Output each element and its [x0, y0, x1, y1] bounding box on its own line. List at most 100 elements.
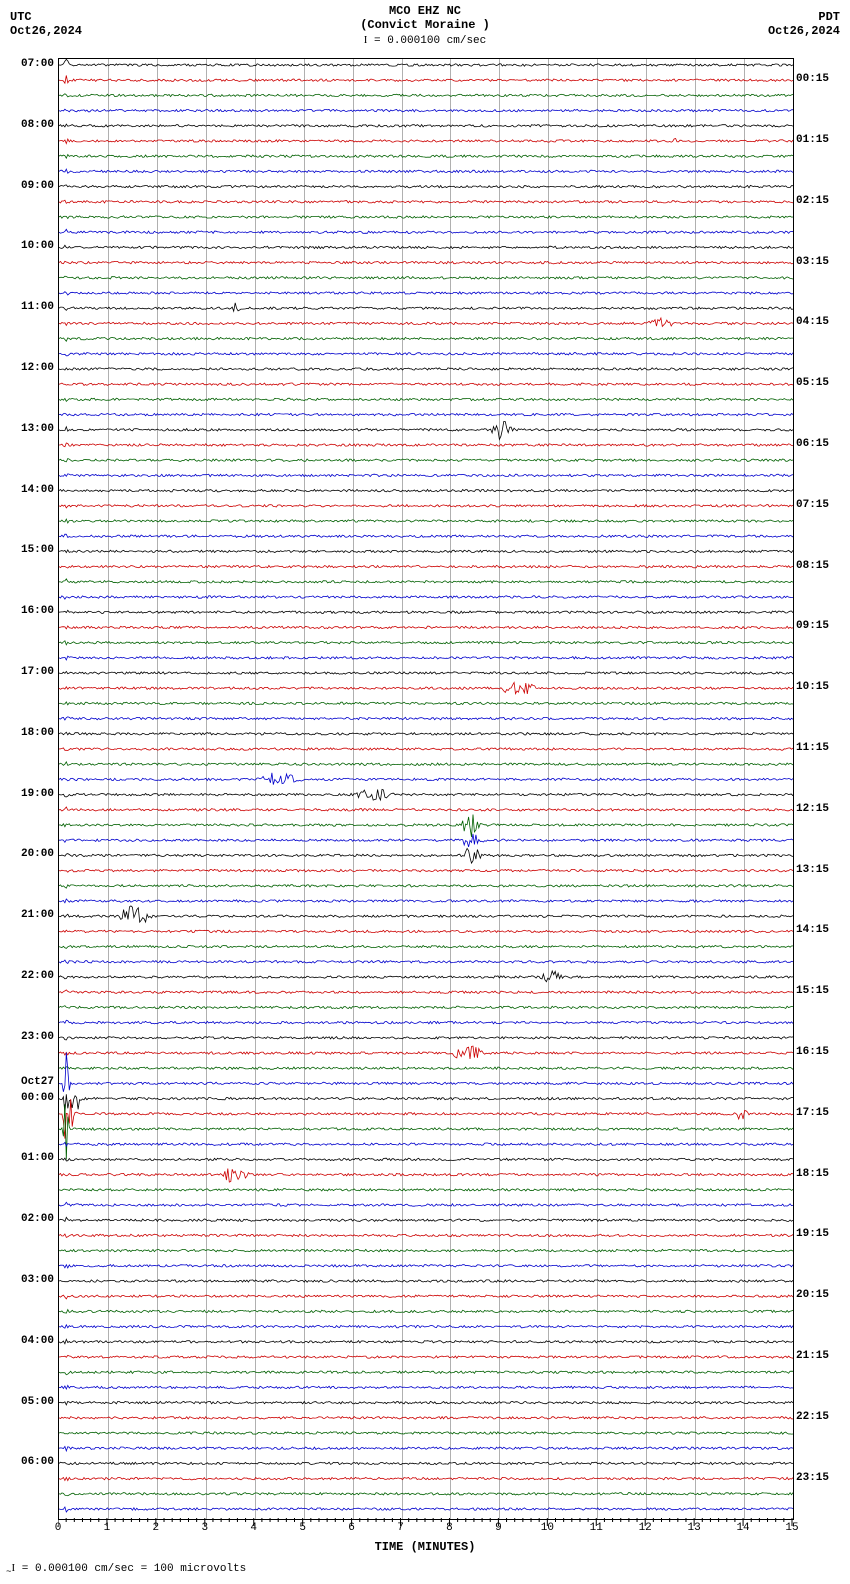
seismic-trace — [59, 1094, 793, 1113]
pdt-time-label: 01:15 — [796, 134, 829, 146]
utc-time-label: 15:00 — [21, 544, 54, 556]
seismic-trace — [59, 474, 793, 477]
seismic-trace — [59, 869, 793, 872]
seismic-trace — [59, 505, 793, 508]
seismic-trace — [59, 200, 793, 203]
pdt-time-label: 21:15 — [796, 1350, 829, 1362]
seismic-trace — [59, 94, 793, 97]
pdt-time-label: 13:15 — [796, 864, 829, 876]
seismic-trace — [59, 1104, 793, 1159]
seismic-trace — [59, 1265, 793, 1268]
seismic-trace — [59, 579, 793, 583]
seismic-trace — [59, 702, 793, 705]
pdt-time-label: 18:15 — [796, 1168, 829, 1180]
seismic-trace — [59, 398, 793, 401]
utc-time-label: 21:00 — [21, 909, 54, 921]
seismic-trace — [59, 185, 793, 188]
seismic-trace — [59, 1202, 793, 1206]
utc-time-label: 17:00 — [21, 666, 54, 678]
seismic-trace — [59, 1477, 793, 1480]
pdt-time-label: 10:15 — [796, 681, 829, 693]
seismic-trace — [59, 1099, 793, 1138]
pdt-time-label: 11:15 — [796, 742, 829, 754]
seismic-trace — [59, 124, 793, 127]
seismic-trace — [59, 1143, 793, 1147]
utc-time-label: 02:00 — [21, 1213, 54, 1225]
seismic-trace — [59, 960, 793, 963]
seismic-trace — [59, 1217, 793, 1221]
seismic-trace — [59, 1067, 793, 1070]
seismic-trace — [59, 1355, 793, 1358]
seismic-trace — [59, 930, 793, 933]
seismic-trace — [59, 596, 793, 599]
seismic-trace — [59, 1234, 793, 1237]
seismic-trace — [59, 717, 793, 720]
pdt-time-label: 08:15 — [796, 560, 829, 572]
seismic-trace — [59, 807, 793, 811]
seismic-trace — [59, 990, 793, 994]
seismic-trace — [59, 459, 793, 462]
seismic-trace — [59, 245, 793, 248]
seismic-trace — [59, 292, 793, 295]
seismic-trace — [59, 1462, 793, 1464]
seismic-trace — [59, 1280, 793, 1282]
seismic-trace — [59, 550, 793, 553]
seismic-trace — [59, 1339, 793, 1343]
pdt-time-label: 06:15 — [796, 438, 829, 450]
utc-time-label: 05:00 — [21, 1396, 54, 1408]
utc-time-label: 20:00 — [21, 848, 54, 860]
seismic-trace — [59, 383, 793, 385]
seismic-trace — [59, 1417, 793, 1419]
seismic-trace — [59, 748, 793, 751]
seismic-trace — [59, 732, 793, 735]
utc-time-label: 00:00 — [21, 1092, 54, 1104]
seismic-trace — [59, 671, 793, 674]
pdt-time-label: 22:15 — [796, 1411, 829, 1423]
utc-time-label: 22:00 — [21, 970, 54, 982]
seismic-trace — [59, 848, 793, 863]
seismic-trace — [59, 834, 793, 847]
helicorder-plot — [58, 58, 794, 1520]
seismic-trace — [59, 762, 793, 766]
utc-date-marker: Oct27 — [21, 1076, 54, 1088]
utc-time-label: 12:00 — [21, 362, 54, 374]
pdt-time-label: 17:15 — [796, 1107, 829, 1119]
seismic-trace — [59, 1371, 793, 1375]
utc-time-label: 23:00 — [21, 1031, 54, 1043]
pdt-time-label: 20:15 — [796, 1289, 829, 1301]
seismic-trace — [59, 519, 793, 523]
pdt-time-label: 14:15 — [796, 924, 829, 936]
scale-indicator: I = 0.000100 cm/sec — [0, 34, 850, 47]
utc-time-label: 04:00 — [21, 1335, 54, 1347]
seismic-trace — [59, 1432, 793, 1434]
seismic-trace — [59, 1325, 793, 1328]
pdt-time-label: 23:15 — [796, 1472, 829, 1484]
seismic-trace — [59, 1006, 793, 1009]
pdt-time-label: 00:15 — [796, 73, 829, 85]
seismic-trace — [59, 971, 793, 982]
utc-time-label: 08:00 — [21, 119, 54, 131]
pdt-time-label: 19:15 — [796, 1228, 829, 1240]
pdt-time-label: 09:15 — [796, 620, 829, 632]
seismic-trace — [59, 276, 793, 279]
seismic-trace — [59, 683, 793, 694]
pdt-time-label: 05:15 — [796, 377, 829, 389]
seismic-trace — [59, 565, 793, 568]
seismic-trace — [59, 1447, 793, 1451]
seismic-trace — [59, 303, 793, 311]
seismic-trace — [59, 1507, 793, 1512]
utc-time-label: 13:00 — [21, 423, 54, 435]
seismic-trace — [59, 421, 793, 439]
seismic-trace — [59, 1493, 793, 1496]
pdt-time-label: 15:15 — [796, 985, 829, 997]
utc-time-label: 11:00 — [21, 301, 54, 313]
seismic-trace — [59, 1169, 793, 1183]
seismic-trace — [59, 906, 793, 922]
pdt-time-label: 03:15 — [796, 256, 829, 268]
seismic-trace — [59, 1158, 793, 1161]
station-subtitle: (Convict Moraine ) — [0, 18, 850, 32]
seismic-trace — [59, 1295, 793, 1299]
pdt-time-label: 12:15 — [796, 803, 829, 815]
seismic-trace — [59, 169, 793, 173]
utc-time-label: 18:00 — [21, 727, 54, 739]
